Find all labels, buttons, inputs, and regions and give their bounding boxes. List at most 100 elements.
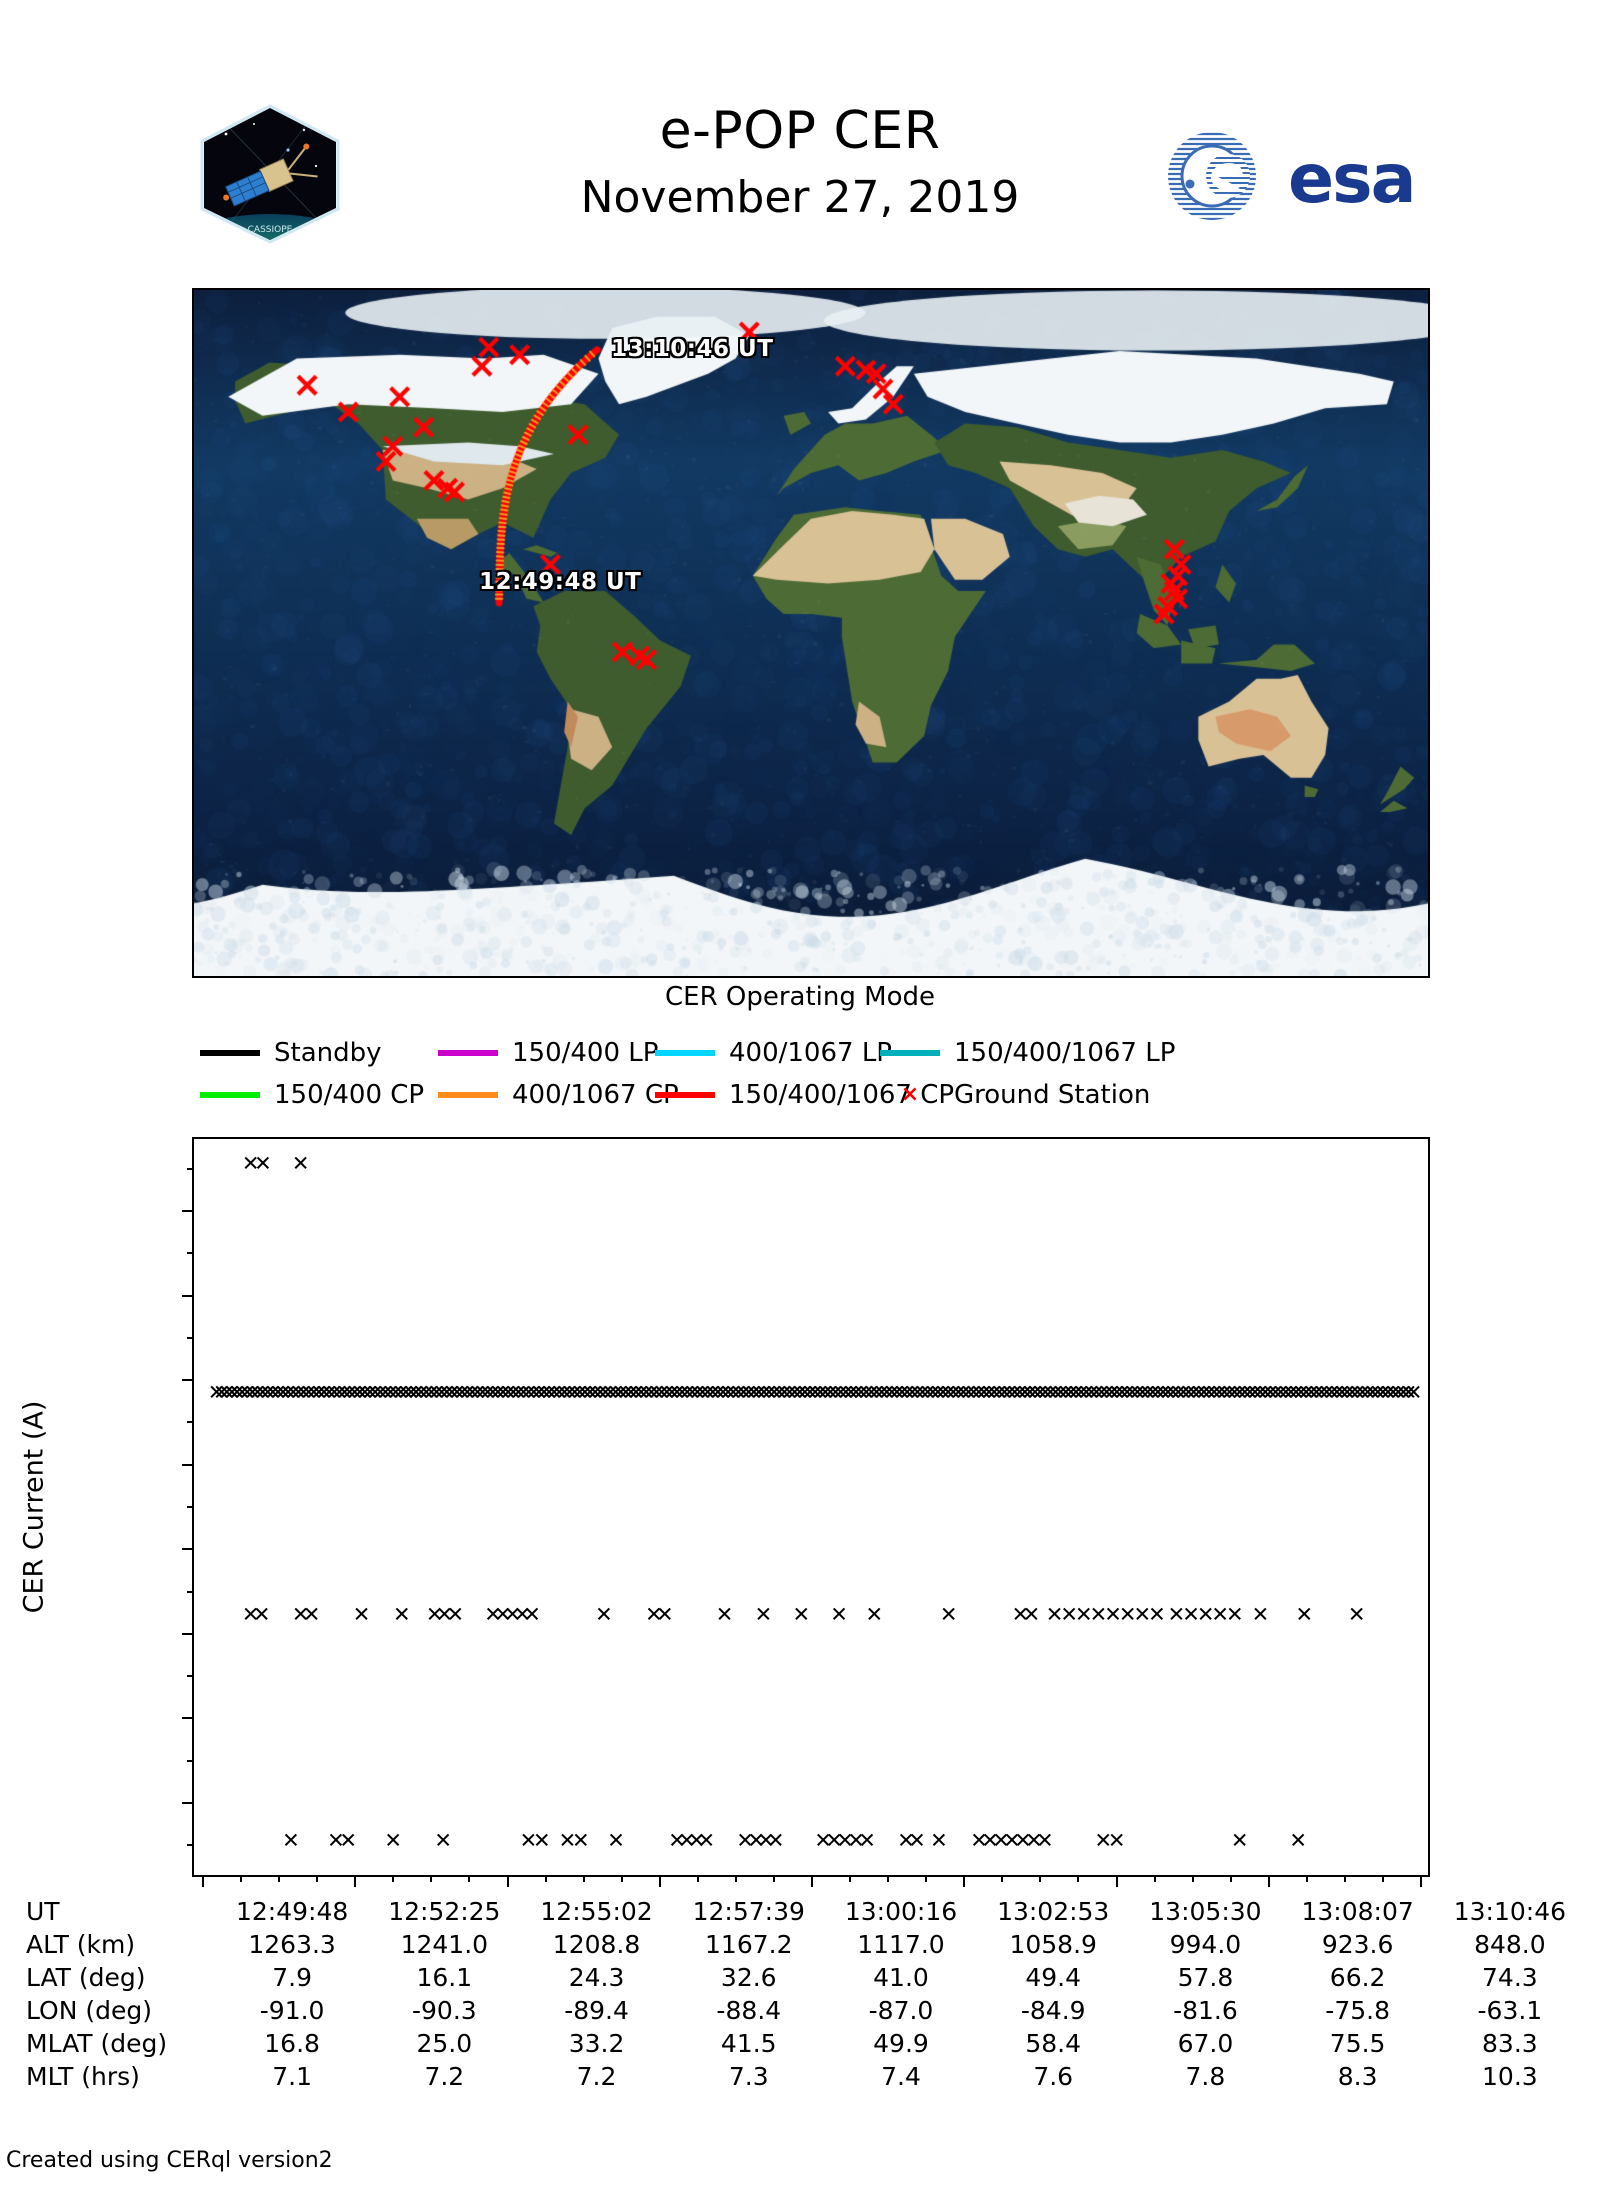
table-cell: 923.6 — [1282, 1928, 1434, 1961]
table-cell: -81.6 — [1129, 1994, 1281, 2027]
x-tick-minor — [1230, 1875, 1232, 1882]
x-tick-minor — [1039, 1875, 1041, 1882]
table-cell: -88.4 — [673, 1994, 825, 2027]
legend-swatch — [200, 1050, 260, 1056]
y-tick — [182, 1210, 194, 1212]
scatter-plot[interactable]: 0.550.540.530.520.510.500.490.48✕✕✕✕✕✕✕✕… — [192, 1137, 1430, 1877]
y-tick-minor — [187, 1844, 194, 1846]
data-point-mid: ✕ — [303, 1605, 321, 1626]
data-point-low: ✕ — [572, 1831, 590, 1852]
data-point-mid: ✕ — [1148, 1605, 1166, 1626]
page-header: CASSIOPE e-POP CER November 27, 2019 — [0, 0, 1600, 280]
data-point-low: ✕ — [1231, 1831, 1249, 1852]
table-cell: 41.5 — [673, 2027, 825, 2060]
legend-swatch — [655, 1092, 715, 1098]
legend-swatch — [655, 1050, 715, 1056]
table-cell: 49.9 — [825, 2027, 977, 2060]
x-tick — [202, 1875, 204, 1887]
table-cell: 83.3 — [1434, 2027, 1586, 2060]
x-tick-minor — [392, 1875, 394, 1882]
data-point-low: ✕ — [908, 1831, 926, 1852]
y-tick-minor — [187, 1506, 194, 1508]
data-point-low: ✕ — [1036, 1831, 1054, 1852]
x-tick — [963, 1875, 965, 1887]
table-cell: 1208.8 — [520, 1928, 672, 1961]
data-point-mid: ✕ — [755, 1605, 773, 1626]
data-point-low: ✕ — [282, 1831, 300, 1852]
table-row-label: MLAT (deg) — [26, 2027, 216, 2060]
legend-label: 150/400 CP — [274, 1080, 424, 1110]
y-tick — [182, 1717, 194, 1719]
data-point-mid: ✕ — [1226, 1605, 1244, 1626]
table-row: LON (deg) -91.0 -90.3 -89.4 -88.4 -87.0 -84.9-… — [26, 1994, 1586, 2027]
table-cell: 13:00:16 — [825, 1895, 977, 1928]
table-row-label: LAT (deg) — [26, 1961, 216, 1994]
data-point-high: ✕ — [254, 1154, 272, 1175]
title-block: e-POP CER November 27, 2019 — [400, 96, 1200, 230]
x-tick — [811, 1875, 813, 1887]
x-tick-minor — [1306, 1875, 1308, 1882]
table-cell: 41.0 — [825, 1961, 977, 1994]
x-tick — [659, 1875, 661, 1887]
page-date: November 27, 2019 — [400, 166, 1200, 230]
ephemeris-table: UT 12:49:48 12:52:25 12:55:02 12:57:39 13:00:… — [26, 1895, 1586, 2093]
table-cell: 13:05:30 — [1129, 1895, 1281, 1928]
data-point-low: ✕ — [697, 1831, 715, 1852]
data-point-mid: ✕ — [940, 1605, 958, 1626]
x-tick-minor — [278, 1875, 280, 1882]
data-point-low: ✕ — [1289, 1831, 1307, 1852]
legend-item-400-1067-lp: 400/1067 LP — [655, 1036, 892, 1070]
table-cell: 7.2 — [520, 2060, 672, 2093]
table-cell: 25.0 — [368, 2027, 520, 2060]
x-tick-minor — [1077, 1875, 1079, 1882]
table-cell: 7.6 — [977, 2060, 1129, 2093]
table-cell: 13:10:46 — [1434, 1895, 1586, 1928]
data-point-mid: ✕ — [447, 1605, 465, 1626]
legend-label: 400/1067 CP — [512, 1080, 679, 1110]
x-tick-minor — [697, 1875, 699, 1882]
data-point-mid: ✕ — [866, 1605, 884, 1626]
legend-label: Standby — [274, 1038, 382, 1068]
table-cell: 66.2 — [1282, 1961, 1434, 1994]
x-tick-minor — [430, 1875, 432, 1882]
y-tick — [182, 1802, 194, 1804]
x-tick-minor — [545, 1875, 547, 1882]
data-point-low: ✕ — [607, 1831, 625, 1852]
data-point-mid: ✕ — [830, 1605, 848, 1626]
table-cell: 8.3 — [1282, 2060, 1434, 2093]
table-cell: 1263.3 — [216, 1928, 368, 1961]
table-cell: 12:49:48 — [216, 1895, 368, 1928]
y-tick-minor — [187, 1337, 194, 1339]
table-row: UT 12:49:48 12:52:25 12:55:02 12:57:39 13:00:… — [26, 1895, 1586, 1928]
data-point-mid: ✕ — [1295, 1605, 1313, 1626]
ground-station-marker-icon: × — [880, 1084, 940, 1106]
data-point-low: ✕ — [767, 1831, 785, 1852]
world-map[interactable]: 13:10:46 UT 12:49:48 UT — [192, 288, 1430, 978]
y-tick-minor — [187, 1760, 194, 1762]
legend-swatch — [438, 1050, 498, 1056]
data-point-mid: ✕ — [523, 1605, 541, 1626]
legend-item-400-1067-cp: 400/1067 CP — [438, 1078, 679, 1112]
data-point-low: ✕ — [858, 1831, 876, 1852]
legend-label: 150/400 LP — [512, 1038, 658, 1068]
table-cell: 994.0 — [1129, 1928, 1281, 1961]
y-tick-minor — [187, 1421, 194, 1423]
legend-item-ground-station: × Ground Station — [880, 1078, 1150, 1112]
data-point-low: ✕ — [1108, 1831, 1126, 1852]
x-tick — [1116, 1875, 1118, 1887]
table-cell: -75.8 — [1282, 1994, 1434, 2027]
table-cell: 33.2 — [520, 2027, 672, 2060]
table-cell: 7.2 — [368, 2060, 520, 2093]
table-cell: -91.0 — [216, 1994, 368, 2027]
x-tick-minor — [621, 1875, 623, 1882]
y-tick — [182, 1464, 194, 1466]
data-point-mid: ✕ — [253, 1605, 271, 1626]
x-tick-minor — [887, 1875, 889, 1882]
x-tick-minor — [468, 1875, 470, 1882]
table-cell: -63.1 — [1434, 1994, 1586, 2027]
map-caption: CER Operating Mode — [0, 982, 1600, 1012]
y-tick-minor — [187, 1591, 194, 1593]
table-cell: 7.3 — [673, 2060, 825, 2093]
x-tick-minor — [583, 1875, 585, 1882]
x-tick — [1420, 1875, 1422, 1887]
